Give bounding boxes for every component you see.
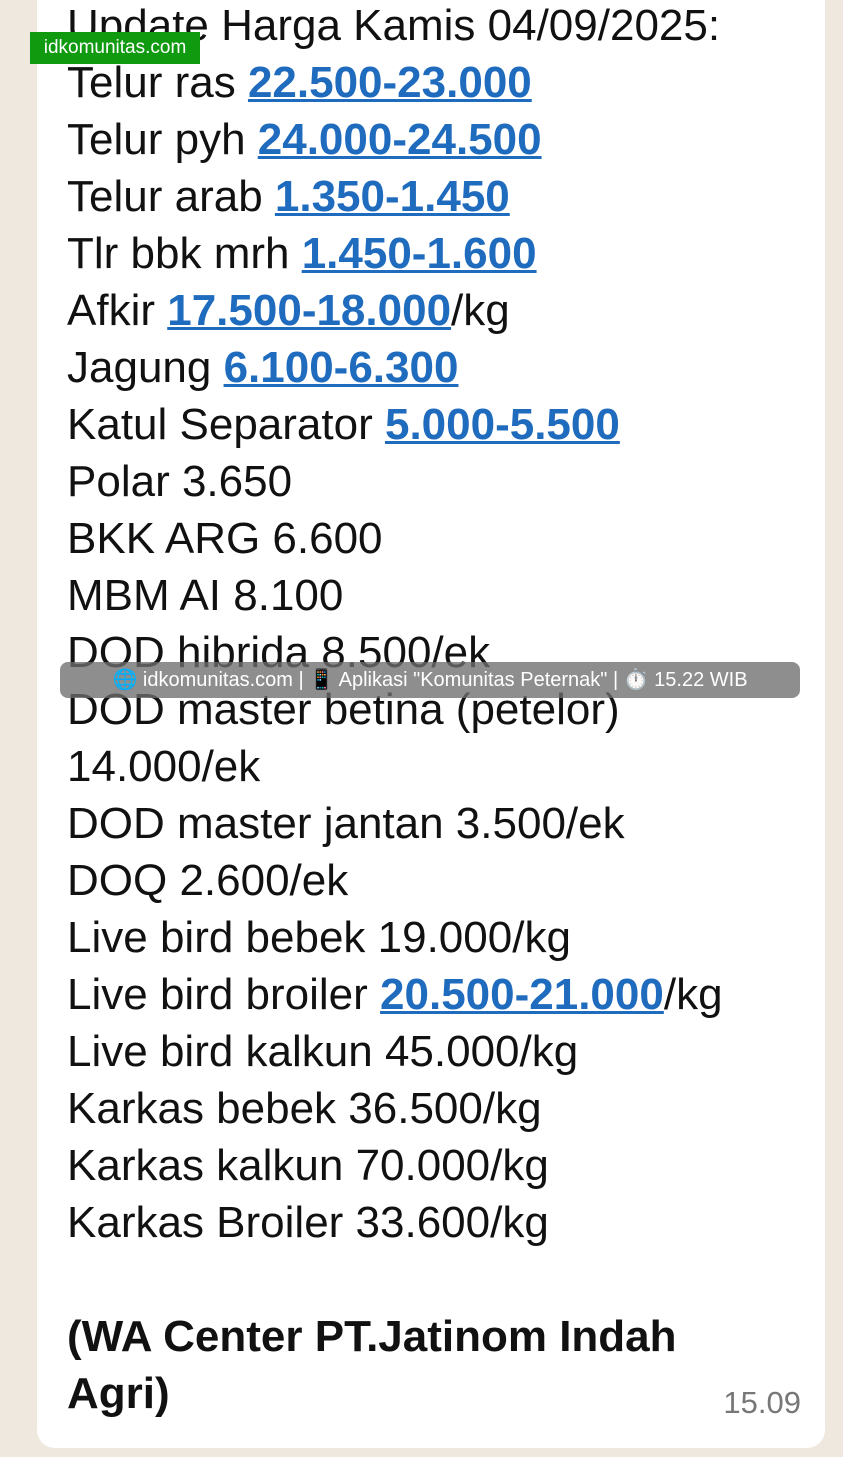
line-label: Live bird broiler xyxy=(67,970,381,1019)
message-footer: (WA Center PT.Jatinom Indah Agri) xyxy=(67,1312,677,1418)
line-label: Live bird bebek 19.000/kg xyxy=(67,913,571,962)
message-line: Live bird bebek 19.000/kg xyxy=(67,909,797,966)
line-suffix: /kg xyxy=(663,970,723,1019)
message-line: Polar 3.650 xyxy=(67,453,797,510)
line-label: Live bird kalkun 45.000/kg xyxy=(67,1027,579,1076)
message-line: Telur pyh 24.000-24.500 xyxy=(67,111,797,168)
overlay-banner: 🌐 idkomunitas.com | 📱 Aplikasi "Komunita… xyxy=(60,662,800,698)
line-label: Telur arab xyxy=(67,172,275,221)
message-line: Karkas Broiler 33.600/kg xyxy=(67,1194,797,1251)
line-label: Tlr bbk mrh xyxy=(67,229,302,278)
line-label: Afkir xyxy=(67,286,168,335)
message-line: Live bird kalkun 45.000/kg xyxy=(67,1023,797,1080)
line-label: 14.000/ek xyxy=(67,742,261,791)
price-link[interactable]: 17.500-18.000 xyxy=(167,286,452,335)
message-line: Katul Separator 5.000-5.500 xyxy=(67,396,797,453)
watermark: idkomunitas.com xyxy=(30,32,200,64)
line-label: Telur pyh xyxy=(67,115,258,164)
line-label: DOD master jantan 3.500/ek xyxy=(67,799,625,848)
line-label: Telur ras xyxy=(67,58,248,107)
message-bubble: Update Harga Kamis 04/09/2025: Telur ras … xyxy=(37,0,825,1448)
price-link[interactable]: 5.000-5.500 xyxy=(384,400,620,449)
message-line: Afkir 17.500-18.000/kg xyxy=(67,282,797,339)
message-line: DOQ 2.600/ek xyxy=(67,852,797,909)
message-line: Karkas bebek 36.500/kg xyxy=(67,1080,797,1137)
price-link[interactable]: 22.500-23.000 xyxy=(247,58,532,107)
message-line: Tlr bbk mrh 1.450-1.600 xyxy=(67,225,797,282)
line-label: Karkas bebek 36.500/kg xyxy=(67,1084,542,1133)
price-link[interactable]: 6.100-6.300 xyxy=(223,343,459,392)
price-link[interactable]: 24.000-24.500 xyxy=(257,115,542,164)
message-time: 15.09 xyxy=(723,1385,801,1420)
message-line: Telur ras 22.500-23.000 xyxy=(67,54,797,111)
line-label: Jagung xyxy=(67,343,224,392)
message-line: Live bird broiler 20.500-21.000/kg xyxy=(67,966,797,1023)
line-label: Karkas Broiler 33.600/kg xyxy=(67,1198,549,1247)
price-link[interactable]: 1.350-1.450 xyxy=(274,172,510,221)
line-label: Katul Separator xyxy=(67,400,385,449)
line-label: DOQ 2.600/ek xyxy=(67,856,349,905)
message-line: Jagung 6.100-6.300 xyxy=(67,339,797,396)
line-label: BKK ARG 6.600 xyxy=(67,514,383,563)
message-line: MBM AI 8.100 xyxy=(67,567,797,624)
message-line: Telur arab 1.350-1.450 xyxy=(67,168,797,225)
line-label: Polar 3.650 xyxy=(67,457,293,506)
message-line: Karkas kalkun 70.000/kg xyxy=(67,1137,797,1194)
line-label: Karkas kalkun 70.000/kg xyxy=(67,1141,549,1190)
message-text: Update Harga Kamis 04/09/2025: Telur ras … xyxy=(67,0,797,1422)
message-line: BKK ARG 6.600 xyxy=(67,510,797,567)
message-line: DOD master jantan 3.500/ek xyxy=(67,795,797,852)
price-link[interactable]: 1.450-1.600 xyxy=(301,229,537,278)
price-link[interactable]: 20.500-21.000 xyxy=(380,970,664,1019)
message-line: 14.000/ek xyxy=(67,738,797,795)
line-suffix: /kg xyxy=(451,286,510,335)
line-label: MBM AI 8.100 xyxy=(67,571,344,620)
